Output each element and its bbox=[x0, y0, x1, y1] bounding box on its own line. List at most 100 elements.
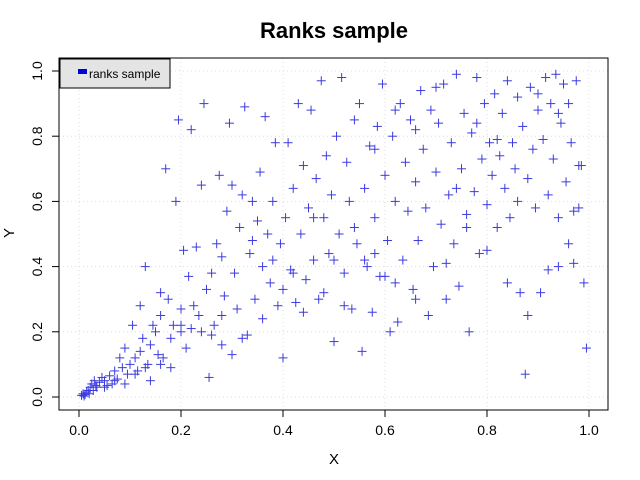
data-point bbox=[520, 369, 530, 379]
data-point bbox=[258, 314, 268, 324]
data-point bbox=[209, 320, 219, 330]
data-point bbox=[454, 281, 464, 291]
data-point bbox=[140, 363, 150, 373]
data-point bbox=[171, 196, 181, 206]
data-point bbox=[207, 268, 217, 278]
data-point bbox=[311, 174, 321, 184]
chart-title: Ranks sample bbox=[260, 18, 408, 43]
data-point bbox=[278, 353, 288, 363]
data-point bbox=[411, 294, 421, 304]
data-point bbox=[110, 366, 120, 376]
y-axis: 0.0 0.2 0.4 0.6 0.8 1.0 bbox=[29, 61, 60, 407]
data-point bbox=[464, 327, 474, 337]
data-point bbox=[309, 255, 319, 265]
data-point bbox=[135, 346, 145, 356]
data-point bbox=[543, 265, 553, 275]
data-point bbox=[431, 82, 441, 92]
data-point bbox=[227, 350, 237, 360]
data-point bbox=[105, 371, 115, 381]
data-point bbox=[153, 350, 163, 360]
data-point bbox=[510, 164, 520, 174]
data-point bbox=[125, 359, 135, 369]
data-point bbox=[329, 337, 339, 347]
data-point bbox=[579, 278, 589, 288]
data-point bbox=[474, 249, 484, 259]
data-point bbox=[145, 376, 155, 386]
data-point bbox=[309, 213, 319, 223]
data-point bbox=[194, 311, 204, 320]
data-point bbox=[467, 128, 477, 138]
data-point bbox=[117, 363, 127, 373]
data-point bbox=[232, 304, 242, 314]
data-point bbox=[89, 376, 99, 386]
legend: ranks sample bbox=[59, 58, 171, 89]
data-point bbox=[240, 102, 250, 112]
data-point bbox=[196, 327, 206, 337]
data-point bbox=[181, 343, 191, 353]
data-point bbox=[334, 229, 344, 239]
data-point bbox=[92, 382, 102, 392]
data-point bbox=[278, 284, 288, 294]
data-point bbox=[237, 190, 247, 200]
data-point bbox=[202, 284, 211, 294]
data-point bbox=[574, 161, 584, 171]
data-point bbox=[273, 301, 283, 311]
data-point bbox=[441, 258, 451, 268]
data-point bbox=[360, 183, 370, 193]
x-tick-label: 0.0 bbox=[69, 422, 89, 438]
data-point bbox=[79, 391, 89, 401]
data-point bbox=[395, 99, 405, 109]
data-point bbox=[151, 327, 160, 337]
data-point bbox=[482, 200, 492, 210]
data-point bbox=[551, 69, 561, 79]
x-tick-label: 0.2 bbox=[171, 422, 191, 438]
data-point bbox=[283, 138, 293, 148]
data-point bbox=[329, 255, 339, 265]
data-point bbox=[482, 245, 492, 255]
data-point bbox=[122, 369, 132, 379]
data-point bbox=[408, 284, 418, 294]
data-point bbox=[179, 245, 189, 255]
x-axis-label: X bbox=[329, 451, 339, 468]
data-point bbox=[166, 363, 176, 373]
data-point bbox=[367, 307, 377, 317]
data-point bbox=[472, 73, 482, 83]
data-point bbox=[288, 268, 298, 278]
y-tick-label: 0.8 bbox=[29, 126, 45, 146]
data-point bbox=[393, 317, 403, 327]
data-point bbox=[349, 115, 359, 125]
data-point bbox=[462, 209, 472, 219]
data-point bbox=[390, 278, 400, 288]
data-point bbox=[556, 118, 566, 128]
data-point bbox=[561, 177, 571, 187]
data-point bbox=[247, 196, 257, 206]
data-point bbox=[411, 125, 421, 135]
data-point bbox=[176, 320, 186, 330]
data-point bbox=[436, 219, 446, 229]
data-point bbox=[140, 262, 150, 272]
y-axis-label: Y bbox=[1, 228, 18, 238]
data-point bbox=[492, 134, 502, 144]
data-point bbox=[400, 157, 410, 167]
data-point bbox=[217, 340, 227, 350]
data-point bbox=[148, 320, 158, 330]
data-point bbox=[115, 353, 125, 363]
data-point bbox=[380, 271, 390, 281]
data-point bbox=[566, 138, 576, 148]
data-point bbox=[324, 249, 334, 259]
data-point bbox=[406, 115, 415, 125]
data-point bbox=[518, 121, 528, 131]
data-point bbox=[268, 196, 278, 206]
data-point bbox=[265, 278, 275, 288]
data-point bbox=[217, 311, 227, 320]
data-point bbox=[235, 222, 245, 232]
data-point bbox=[166, 333, 176, 343]
data-point bbox=[347, 304, 357, 314]
data-point bbox=[533, 89, 543, 99]
data-point bbox=[314, 294, 324, 304]
data-point bbox=[495, 151, 505, 161]
data-point bbox=[242, 330, 252, 340]
data-point bbox=[451, 183, 461, 193]
data-point bbox=[451, 69, 461, 79]
data-point bbox=[505, 213, 515, 223]
